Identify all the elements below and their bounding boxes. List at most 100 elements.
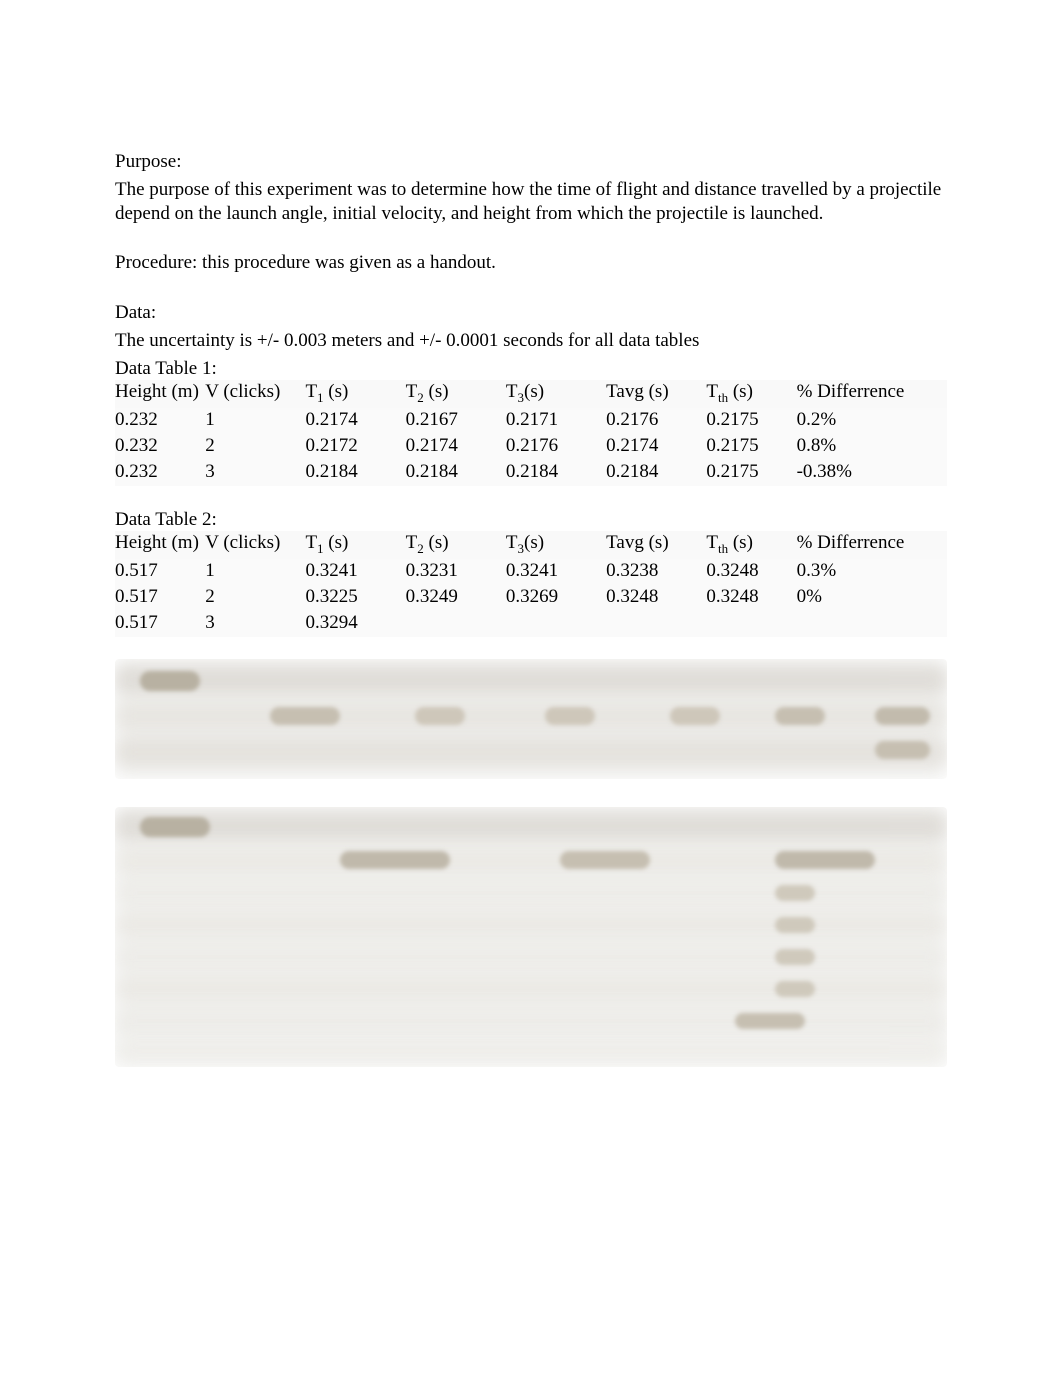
- col-t2-post: (s): [424, 381, 449, 402]
- cell-tth: 0.2175: [706, 434, 796, 460]
- blurred-content-block: [115, 807, 947, 1067]
- cell-t2: 0.3231: [406, 559, 506, 585]
- cell-t2: 0.2167: [406, 408, 506, 434]
- cell-diff: 0.8%: [797, 434, 947, 460]
- cell-v: 1: [205, 408, 305, 434]
- blurred-content-block: [115, 659, 947, 779]
- cell-diff: 0.2%: [797, 408, 947, 434]
- cell-diff: [797, 611, 947, 637]
- cell-height: 0.517: [115, 585, 205, 611]
- col-t3: T3(s): [506, 531, 606, 559]
- col-t1-post: (s): [324, 381, 349, 402]
- cell-tth: 0.3248: [706, 585, 796, 611]
- col-t1-pre: T: [305, 381, 317, 402]
- col-tth-post: (s): [728, 381, 753, 402]
- col-t1-post: (s): [324, 532, 349, 553]
- cell-t1: 0.2174: [305, 408, 405, 434]
- col-t2: T2 (s): [406, 380, 506, 408]
- col-t2-pre: T: [406, 381, 418, 402]
- table2-caption: Data Table 2:: [115, 508, 947, 532]
- col-height: Height (m): [115, 531, 205, 559]
- cell-t1: 0.3241: [305, 559, 405, 585]
- cell-v: 1: [205, 559, 305, 585]
- col-diff: % Differrence: [797, 531, 947, 559]
- cell-t3: 0.3241: [506, 559, 606, 585]
- col-tth: Tth (s): [706, 531, 796, 559]
- cell-tavg: 0.2176: [606, 408, 706, 434]
- cell-height: 0.517: [115, 559, 205, 585]
- col-t1: T1 (s): [305, 531, 405, 559]
- cell-t3: [506, 611, 606, 637]
- purpose-text: The purpose of this experiment was to de…: [115, 178, 947, 226]
- purpose-label: Purpose:: [115, 150, 947, 174]
- table-header-row: Height (m) V (clicks) T1 (s) T2 (s) T3(s…: [115, 531, 947, 559]
- col-t3-post: (s): [524, 381, 544, 402]
- col-tth-sub: th: [718, 541, 728, 556]
- col-t2-pre: T: [406, 532, 418, 553]
- table-row: 0.232 2 0.2172 0.2174 0.2176 0.2174 0.21…: [115, 434, 947, 460]
- cell-tavg: 0.2174: [606, 434, 706, 460]
- col-tth: Tth (s): [706, 380, 796, 408]
- cell-t3: 0.2184: [506, 460, 606, 486]
- data-label: Data:: [115, 301, 947, 325]
- cell-height: 0.232: [115, 408, 205, 434]
- cell-t1: 0.3225: [305, 585, 405, 611]
- cell-tth: 0.3248: [706, 559, 796, 585]
- table-row: 0.232 1 0.2174 0.2167 0.2171 0.2176 0.21…: [115, 408, 947, 434]
- cell-t2: [406, 611, 506, 637]
- spacer: [115, 637, 947, 659]
- table1-caption: Data Table 1:: [115, 357, 947, 381]
- col-tth-pre: T: [706, 532, 718, 553]
- col-tth-post: (s): [728, 532, 753, 553]
- table-row: 0.517 1 0.3241 0.3231 0.3241 0.3238 0.32…: [115, 559, 947, 585]
- data-uncertainty: The uncertainty is +/- 0.003 meters and …: [115, 329, 947, 353]
- cell-tavg: 0.3238: [606, 559, 706, 585]
- cell-t3: 0.2171: [506, 408, 606, 434]
- spacer: [115, 229, 947, 251]
- cell-v: 3: [205, 611, 305, 637]
- cell-tth: 0.2175: [706, 408, 796, 434]
- table-row: 0.517 3 0.3294: [115, 611, 947, 637]
- cell-diff: 0.3%: [797, 559, 947, 585]
- cell-tth: [706, 611, 796, 637]
- cell-v: 3: [205, 460, 305, 486]
- cell-t2: 0.2184: [406, 460, 506, 486]
- col-tavg: Tavg (s): [606, 531, 706, 559]
- cell-height: 0.232: [115, 460, 205, 486]
- col-v: V (clicks): [205, 531, 305, 559]
- procedure-text: Procedure: this procedure was given as a…: [115, 251, 947, 275]
- cell-diff: 0%: [797, 585, 947, 611]
- col-height: Height (m): [115, 380, 205, 408]
- col-v: V (clicks): [205, 380, 305, 408]
- cell-t1: 0.2172: [305, 434, 405, 460]
- col-tth-pre: T: [706, 381, 718, 402]
- col-t3-pre: T: [506, 381, 518, 402]
- spacer: [115, 486, 947, 508]
- col-t3-pre: T: [506, 532, 518, 553]
- table-row: 0.232 3 0.2184 0.2184 0.2184 0.2184 0.21…: [115, 460, 947, 486]
- col-t1-pre: T: [305, 532, 317, 553]
- data-table-2: Height (m) V (clicks) T1 (s) T2 (s) T3(s…: [115, 531, 947, 636]
- cell-tth: 0.2175: [706, 460, 796, 486]
- data-table-1: Height (m) V (clicks) T1 (s) T2 (s) T3(s…: [115, 380, 947, 485]
- cell-tavg: [606, 611, 706, 637]
- cell-diff: -0.38%: [797, 460, 947, 486]
- cell-tavg: 0.2184: [606, 460, 706, 486]
- cell-v: 2: [205, 434, 305, 460]
- table-header-row: Height (m) V (clicks) T1 (s) T2 (s) T3(s…: [115, 380, 947, 408]
- col-t3: T3(s): [506, 380, 606, 408]
- spacer: [115, 279, 947, 301]
- col-diff: % Differrence: [797, 380, 947, 408]
- col-t3-post: (s): [524, 532, 544, 553]
- cell-t3: 0.2176: [506, 434, 606, 460]
- table-row: 0.517 2 0.3225 0.3249 0.3269 0.3248 0.32…: [115, 585, 947, 611]
- cell-height: 0.232: [115, 434, 205, 460]
- col-tth-sub: th: [718, 390, 728, 405]
- col-t2-post: (s): [424, 532, 449, 553]
- cell-v: 2: [205, 585, 305, 611]
- cell-t2: 0.3249: [406, 585, 506, 611]
- spacer: [115, 779, 947, 801]
- cell-height: 0.517: [115, 611, 205, 637]
- cell-tavg: 0.3248: [606, 585, 706, 611]
- col-tavg: Tavg (s): [606, 380, 706, 408]
